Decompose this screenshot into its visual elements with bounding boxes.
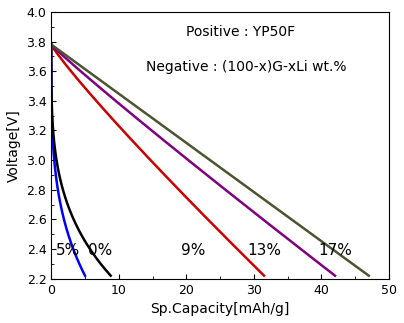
Text: 0%: 0% — [88, 243, 112, 258]
Text: Negative : (100-x)G-xLi wt.%: Negative : (100-x)G-xLi wt.% — [146, 60, 346, 74]
Text: Positive : YP50F: Positive : YP50F — [186, 25, 295, 39]
X-axis label: Sp.Capacity[mAh/g]: Sp.Capacity[mAh/g] — [150, 302, 290, 316]
Y-axis label: Voltage[V]: Voltage[V] — [7, 109, 21, 182]
Text: 17%: 17% — [318, 243, 352, 258]
Text: 13%: 13% — [247, 243, 281, 258]
Text: 5%: 5% — [56, 243, 80, 258]
Text: 9%: 9% — [181, 243, 205, 258]
